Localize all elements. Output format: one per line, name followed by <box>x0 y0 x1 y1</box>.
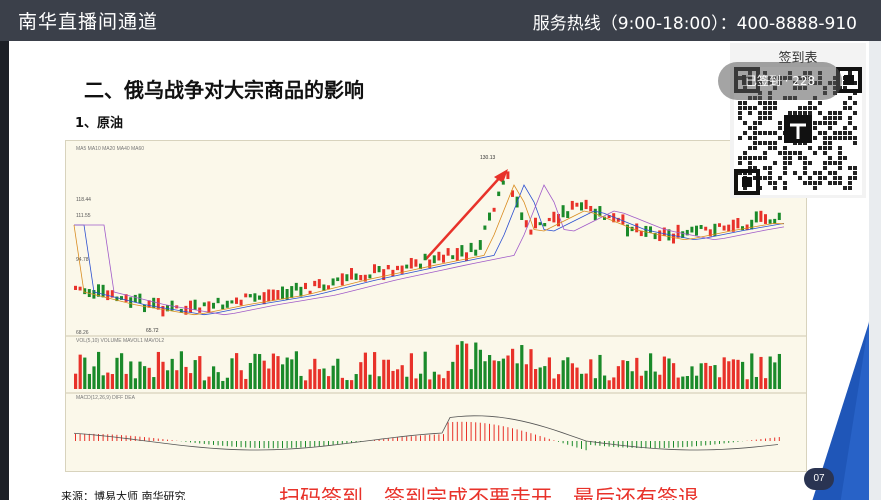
source-note: 来源：博易大师 南华研究 <box>61 490 186 500</box>
top-bar: 南华直播间通道 服务热线（9:00-18:00）：400-8888-910 <box>0 0 881 41</box>
svg-text:MACD(12,26,9) DIFF DEA: MACD(12,26,9) DIFF DEA <box>76 395 136 401</box>
window-edge <box>869 41 881 500</box>
y-tick-4: 68.26 <box>76 330 89 336</box>
slide-subheading: 1、原油 <box>75 116 124 131</box>
presentation-slide: 二、俄乌战争对大宗商品的影响 1、原油 MA5 MA10 MA20 MA40 M… <box>9 41 869 500</box>
y-tick-3: 94.78 <box>76 257 89 263</box>
crude-oil-chart-figure: MA5 MA10 MA20 MA40 MA60 VOL(5,10) VOLUME… <box>66 146 806 451</box>
svg-text:MA5 MA10 MA20 MA40 MA60: MA5 MA10 MA20 MA40 MA60 <box>76 146 144 152</box>
trend-arrowhead <box>494 169 508 183</box>
page-number: 07 <box>804 468 834 490</box>
peak-label: 130.13 <box>480 155 496 161</box>
slide-heading: 二、俄乌战争对大宗商品的影响 <box>84 78 364 102</box>
decorative-blue-band <box>812 321 869 500</box>
y-tick-1: 118.44 <box>76 197 91 203</box>
signin-notice: 扫码签到，签到完成不要走开，最后还有签退 <box>279 486 699 500</box>
signin-count-badge: 已签到 · 228 <box>718 62 842 100</box>
volume-group <box>74 341 781 389</box>
crude-oil-chart-image: MA5 MA10 MA20 MA40 MA60 VOL(5,10) VOLUME… <box>65 140 807 472</box>
low-label: 65.72 <box>146 328 159 334</box>
trend-arrow <box>425 173 504 260</box>
macd-group <box>73 415 780 451</box>
candles-group <box>73 171 785 317</box>
y-tick-2: 111.55 <box>76 213 91 219</box>
service-hotline: 服务热线（9:00-18:00）：400-8888-910 <box>532 14 857 34</box>
channel-title: 南华直播间通道 <box>18 11 159 33</box>
svg-text:VOL(5,10) VOLUME MAVOL1 MAVOL2: VOL(5,10) VOLUME MAVOL1 MAVOL2 <box>76 338 164 344</box>
